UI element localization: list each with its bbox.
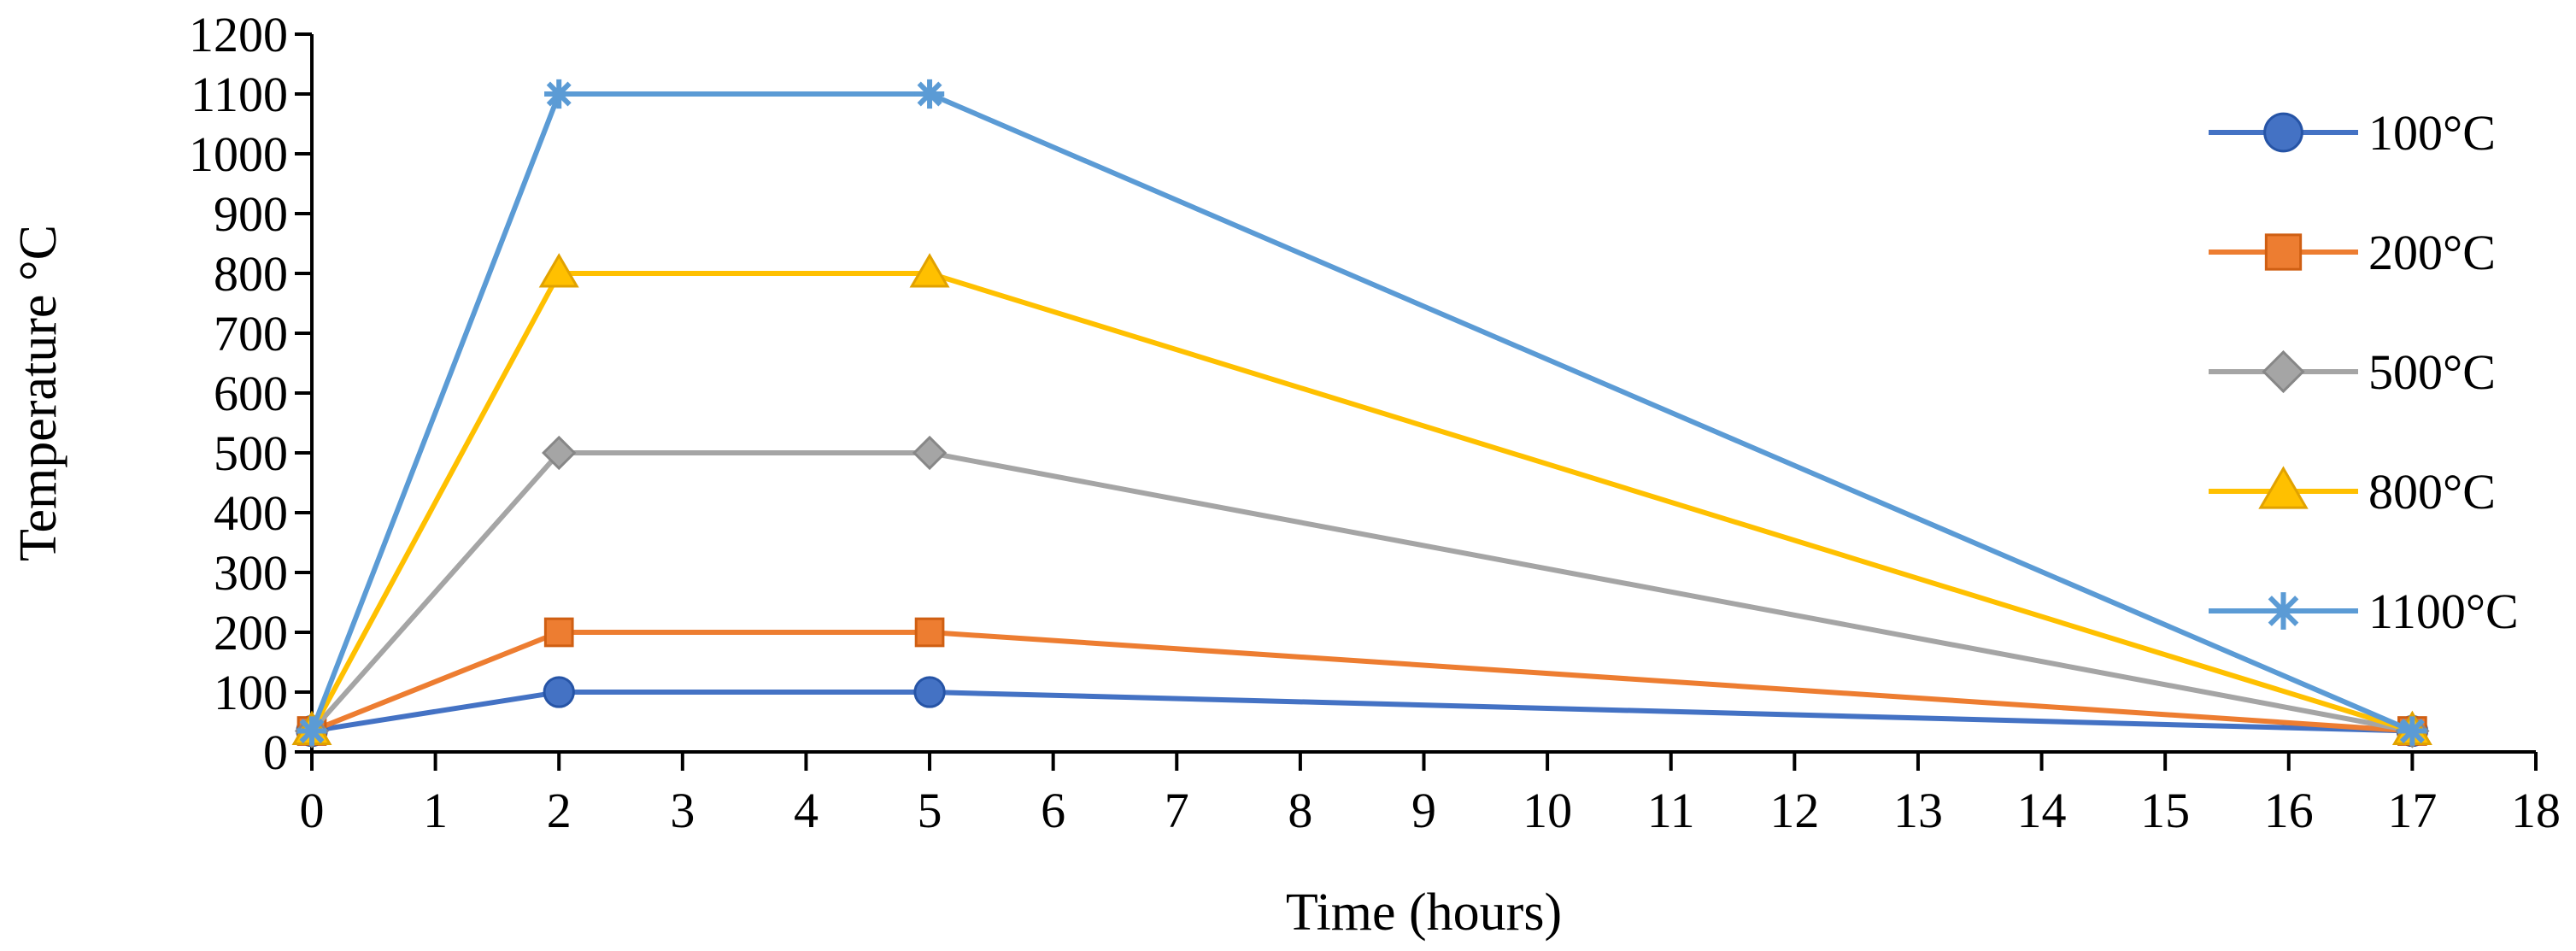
data-point-stroke <box>917 81 942 107</box>
data-point <box>543 617 574 648</box>
y-tick-label: 1100 <box>191 67 288 122</box>
x-tick-label: 1 <box>423 783 448 838</box>
y-tick-label: 300 <box>214 545 288 601</box>
data-point-stroke <box>2399 719 2425 743</box>
data-point <box>296 716 327 746</box>
x-tick-label: 16 <box>2264 783 2314 838</box>
legend-label: 200°C <box>2368 225 2496 280</box>
data-point-shape <box>542 435 577 471</box>
data-point-shape <box>543 676 575 708</box>
legend: 100°C 200°C 500°C 800°C 1100°C <box>2209 105 2519 639</box>
legend-item: 800°C <box>2209 464 2496 520</box>
series-layer <box>291 79 2432 748</box>
legend-item: 500°C <box>2209 344 2496 400</box>
x-tick-label: 3 <box>670 783 695 838</box>
data-point-shape <box>914 617 945 648</box>
legend-marker-shape <box>2264 233 2303 271</box>
legend-label: 500°C <box>2368 344 2496 400</box>
legend-item: 1100°C <box>2209 584 2519 639</box>
data-point <box>542 435 577 471</box>
legend-item: 100°C <box>2209 105 2496 161</box>
data-point-stroke <box>546 81 572 107</box>
y-tick-label: 1200 <box>189 7 288 62</box>
y-tick-label: 0 <box>263 725 288 780</box>
y-axis-title: Temperature °C <box>9 225 67 561</box>
x-tick-label: 5 <box>918 783 942 838</box>
y-tick-label: 700 <box>214 306 288 361</box>
y-tick-label: 400 <box>214 485 288 541</box>
series-line <box>311 690 2413 734</box>
data-point-shape <box>543 617 574 648</box>
y-tick-label: 200 <box>214 605 288 660</box>
data-point <box>543 676 575 708</box>
data-point <box>544 79 574 109</box>
x-tick-label: 6 <box>1041 783 1065 838</box>
legend-item: 200°C <box>2209 225 2496 280</box>
data-point <box>913 676 946 708</box>
legend-marker <box>2258 466 2309 509</box>
y-tick-label: 600 <box>214 366 288 421</box>
x-tick-label: 13 <box>1893 783 1943 838</box>
legend-marker <box>2264 233 2303 271</box>
series-1100C-group <box>296 79 2427 746</box>
y-tick-label: 800 <box>214 246 288 302</box>
data-point-shape <box>913 676 946 708</box>
data-point <box>538 253 579 288</box>
series-500C-group <box>294 435 2430 748</box>
series-line <box>309 271 2414 734</box>
x-tick-label: 17 <box>2387 783 2437 838</box>
legend-marker <box>2263 112 2303 153</box>
legend-marker <box>2262 349 2305 394</box>
legend-marker-shape <box>2263 112 2303 153</box>
x-tick-label: 7 <box>1165 783 1189 838</box>
series-800C-group <box>291 253 2432 746</box>
x-axis-title: Time (hours) <box>1286 883 1562 942</box>
x-tick-label: 14 <box>2017 783 2067 838</box>
y-tick-label: 1000 <box>189 126 288 182</box>
y-tick-label: 900 <box>214 186 288 242</box>
legend-label: 800°C <box>2368 464 2496 520</box>
x-tick-label: 9 <box>1411 783 1436 838</box>
legend-label: 100°C <box>2368 105 2496 161</box>
data-point <box>914 617 945 648</box>
data-point-shape <box>909 253 950 288</box>
legend-marker-stroke <box>2268 596 2299 626</box>
data-point-shape <box>538 253 579 288</box>
legend-label: 1100°C <box>2368 584 2519 639</box>
x-tick-label: 15 <box>2140 783 2190 838</box>
series-line <box>309 91 2414 734</box>
data-point-shape <box>912 435 948 471</box>
data-point <box>912 435 948 471</box>
x-tick-label: 12 <box>1769 783 1819 838</box>
legend-marker-shape <box>2258 466 2309 509</box>
y-tick-label: 100 <box>214 665 288 720</box>
x-tick-label: 11 <box>1647 783 1695 838</box>
legend-marker <box>2264 592 2303 630</box>
x-tick-label: 18 <box>2511 783 2561 838</box>
data-point <box>914 79 945 109</box>
axes: 0100200300400500600700800900100011001200… <box>189 7 2561 838</box>
series-line <box>310 630 2413 734</box>
x-tick-label: 2 <box>547 783 572 838</box>
x-tick-label: 10 <box>1523 783 1572 838</box>
y-tick-label: 500 <box>214 426 288 481</box>
legend-marker-shape <box>2262 349 2305 394</box>
x-tick-label: 4 <box>794 783 819 838</box>
data-point <box>2397 716 2427 746</box>
x-tick-label: 8 <box>1288 783 1312 838</box>
data-point <box>909 253 950 288</box>
data-point-stroke <box>299 719 325 743</box>
series-line <box>309 450 2413 734</box>
x-tick-label: 0 <box>300 783 325 838</box>
